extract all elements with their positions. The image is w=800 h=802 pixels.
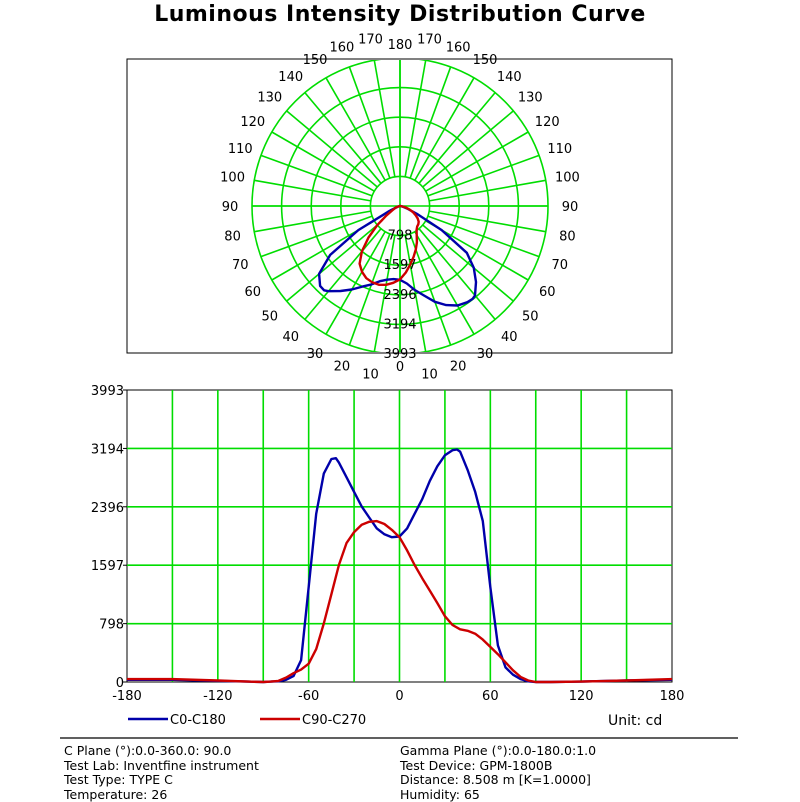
polar-angle-label-right-140: 140	[497, 70, 522, 85]
polar-angle-label-right-120: 120	[535, 115, 560, 130]
polar-angle-label-right-60: 60	[539, 285, 556, 300]
polar-angle-label-left-140: 140	[278, 70, 303, 85]
polar-angle-label-right-10: 10	[421, 367, 438, 382]
info-test-device: Test Device: GPM-1800B	[400, 759, 596, 774]
polar-spoke	[374, 60, 395, 177]
info-left: C Plane (°):0.0-360.0: 90.0 Test Lab: In…	[64, 744, 259, 802]
polar-angle-label-right-20: 20	[450, 360, 467, 375]
polar-spoke	[410, 67, 450, 178]
polar-angle-label-left-10: 10	[362, 367, 379, 382]
cart-x-tick-label-120: 120	[569, 689, 594, 704]
cart-x-tick-label--180: -180	[112, 689, 142, 704]
polar-angle-label-right-70: 70	[551, 258, 568, 273]
polar-spoke	[428, 155, 539, 195]
polar-angle-label-left-110: 110	[228, 142, 253, 157]
legend-label-c0-c180: C0-C180	[170, 713, 226, 728]
polar-spoke	[261, 155, 372, 195]
polar-angle-label-right-100: 100	[555, 170, 580, 185]
polar-angle-label-right-40: 40	[501, 330, 518, 345]
polar-radial-label-2396: 2396	[383, 288, 416, 303]
polar-angle-label-left-160: 160	[329, 40, 354, 55]
cart-y-tick-label-2396: 2396	[91, 501, 124, 516]
polar-angle-label-right-150: 150	[473, 53, 498, 68]
polar-angle-label-right-110: 110	[547, 142, 572, 157]
polar-angle-label-right-80: 80	[559, 230, 576, 245]
cart-y-tick-label-1597: 1597	[91, 559, 124, 574]
polar-angle-label-left-50: 50	[261, 309, 278, 324]
polar-angle-label-left-40: 40	[282, 330, 299, 345]
polar-angle-label-left-0: 0	[396, 360, 404, 375]
polar-angle-label-left-100: 100	[220, 170, 245, 185]
info-test-lab: Test Lab: Inventfine instrument	[64, 759, 259, 774]
cart-x-tick-label-180: 180	[660, 689, 685, 704]
cart-x-tick-label--120: -120	[203, 689, 233, 704]
polar-radial-label-3993: 3993	[383, 347, 416, 362]
polar-spoke	[254, 180, 371, 201]
polar-angle-label-left-170: 170	[358, 33, 383, 48]
polar-angle-label-left-20: 20	[334, 360, 351, 375]
info-gamma-plane: Gamma Plane (°):0.0-180.0:1.0	[400, 744, 596, 759]
info-c-plane: C Plane (°):0.0-360.0: 90.0	[64, 744, 259, 759]
polar-angle-label-left-80: 80	[224, 230, 241, 245]
cart-x-tick-label-0: 0	[395, 689, 403, 704]
cart-x-tick-label--60: -60	[298, 689, 319, 704]
legend-label-c90-c270: C90-C270	[302, 713, 366, 728]
polar-angle-label-right-50: 50	[522, 309, 539, 324]
polar-angle-label-right-170: 170	[417, 33, 442, 48]
polar-angle-label-left-120: 120	[240, 115, 265, 130]
cart-y-tick-label-798: 798	[99, 618, 124, 633]
polar-chart: 0102030405060708090100110120130140150160…	[127, 33, 672, 383]
polar-spoke	[429, 211, 546, 232]
cart-x-tick-label-60: 60	[482, 689, 499, 704]
info-test-type: Test Type: TYPE C	[64, 773, 259, 788]
polar-spoke	[428, 216, 539, 256]
polar-spoke	[349, 67, 389, 178]
polar-angle-label-left-90: 90	[222, 200, 239, 215]
polar-angle-label-left-130: 130	[257, 91, 282, 106]
polar-angle-label-left-60: 60	[245, 285, 262, 300]
polar-spoke	[261, 216, 372, 256]
polar-angle-label-right-30: 30	[477, 347, 494, 362]
polar-angle-label-left-180: 180	[388, 38, 413, 53]
polar-spoke	[429, 180, 546, 201]
polar-angle-label-left-70: 70	[232, 258, 249, 273]
unit-label: Unit: cd	[608, 713, 662, 729]
polar-angle-label-right-130: 130	[518, 91, 543, 106]
polar-radial-label-798: 798	[388, 229, 413, 244]
polar-spoke	[254, 211, 371, 232]
polar-angle-label-right-90: 90	[562, 200, 579, 215]
info-distance: Distance: 8.508 m [K=1.0000]	[400, 773, 596, 788]
polar-radial-label-3194: 3194	[383, 317, 416, 332]
polar-angle-label-right-160: 160	[446, 40, 471, 55]
polar-angle-label-left-30: 30	[307, 347, 324, 362]
polar-angle-label-left-150: 150	[303, 53, 328, 68]
info-right: Gamma Plane (°):0.0-180.0:1.0 Test Devic…	[400, 744, 596, 802]
polar-spoke	[405, 60, 426, 177]
cart-y-tick-label-3194: 3194	[91, 442, 124, 457]
cart-y-tick-label-3993: 3993	[91, 384, 124, 399]
